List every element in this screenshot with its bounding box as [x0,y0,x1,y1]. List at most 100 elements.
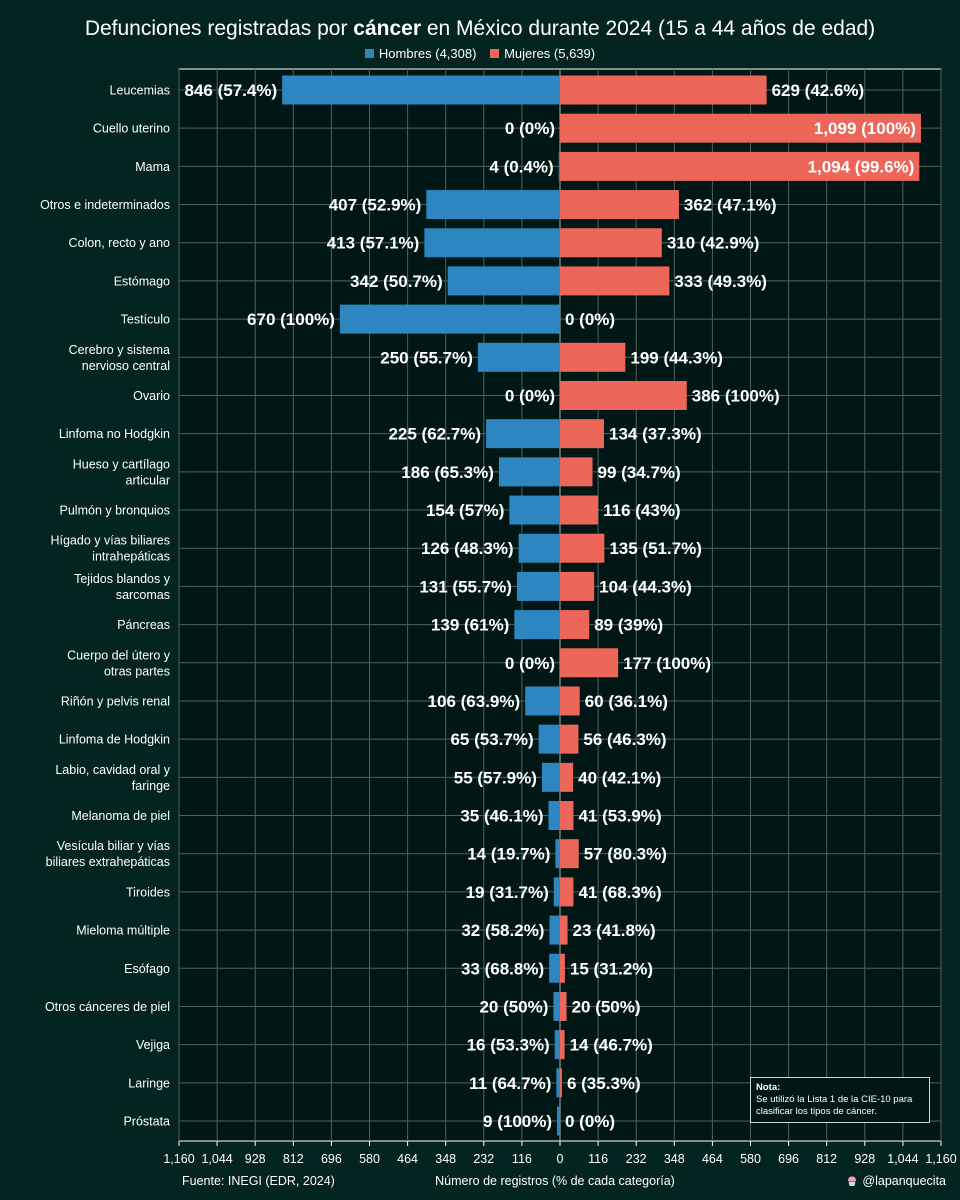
source-text: Fuente: INEGI (EDR, 2024) [182,1174,335,1188]
x-tick-label: 0 [557,1152,564,1166]
data-label-female: 104 (44.3%) [599,577,692,596]
data-label-male: 0 (0%) [505,119,555,138]
category-label-line: intrahepáticas [92,550,170,564]
category-label: Páncreas [117,618,170,632]
data-label-female: 0 (0%) [565,1112,615,1131]
legend-item-male[interactable]: Hombres (4,308) [364,46,476,61]
category-label: Leucemias [110,84,170,98]
category-label-line: nervioso central [82,359,170,373]
category-label-line: Vesícula biliar y vías [57,839,170,853]
bar-male [509,495,560,525]
bar-female [560,380,687,410]
x-tick-label: 464 [702,1152,723,1166]
x-tick-label: 116 [588,1152,608,1166]
data-label-female: 14 (46.7%) [570,1036,653,1055]
bar-male [514,610,560,640]
x-tick-label: 1,044 [887,1152,918,1166]
category-label: Ovario [133,389,170,403]
data-label-male: 126 (48.3%) [421,539,514,558]
category-label: Labio, cavidad oral y faringe [55,763,170,793]
x-tick-label: 928 [245,1152,266,1166]
data-label-male: 186 (65.3%) [401,463,494,482]
bar-female [560,877,574,907]
bar-male [486,419,560,449]
data-label-female: 23 (41.8%) [573,921,656,940]
bar-male [557,1106,560,1136]
legend-swatch-female [490,49,500,58]
bar-male [553,877,560,907]
bar-female [560,75,767,105]
bars: 846 (57.4%) 629 (42.6%) 0 (0%) 1,099 (100%)… [185,75,921,1136]
data-label-male: 32 (58.2%) [461,921,544,940]
author[interactable]: @lapanquecita [846,1174,946,1188]
data-label-female: 629 (42.6%) [772,81,865,100]
title-suffix: en México durante 2024 (15 a 44 años de … [421,17,876,40]
category-label: Linfoma no Hodgkin [59,427,170,441]
x-tick-label: 928 [854,1152,875,1166]
bar-male [424,228,560,258]
data-label-male: 0 (0%) [505,654,555,673]
data-label-female: 57 (80.3%) [584,845,667,864]
x-tick-label: 348 [664,1152,685,1166]
bar-female [560,190,679,220]
bar-male [556,1068,560,1098]
bar-female [560,571,595,601]
bar-male [558,151,560,181]
x-tick-label: 1,044 [201,1152,232,1166]
category-label-line: articular [126,473,170,487]
title-highlight: cáncer [353,17,422,40]
category-label-line: Cuerpo del útero y [67,648,171,662]
category-label: Mieloma múltiple [76,924,170,938]
category-label-line: Labio, cavidad oral y [55,763,170,777]
data-label-male: 65 (53.7%) [450,730,533,749]
bar-female [560,533,605,563]
data-label-male: 4 (0.4%) [489,157,553,176]
bar-male [525,686,560,716]
data-label-male: 407 (52.9%) [329,196,422,215]
data-label-female: 99 (34.7%) [598,463,681,482]
bar-male [554,1030,560,1060]
author-handle: @lapanquecita [862,1174,946,1188]
x-tick-label: 580 [359,1152,380,1166]
data-label-female: 1,094 (99.6%) [808,157,915,176]
category-label-line: Cerebro y sistema [69,343,170,357]
category-label-line: Tejidos blandos y [74,572,171,586]
category-label: Tejidos blandos y sarcomas [74,572,171,602]
category-label: Otros cánceres de piel [45,1000,170,1014]
bar-female [560,610,590,640]
bar-female [560,342,626,372]
category-label: Melanoma de piel [71,809,170,823]
data-label-male: 225 (62.7%) [388,425,481,444]
data-label-male: 250 (55.7%) [380,348,473,367]
bar-female [560,419,605,449]
x-tick-label: 696 [778,1152,799,1166]
data-label-female: 15 (31.2%) [570,959,653,978]
data-label-female: 199 (44.3%) [630,348,723,367]
bar-female [560,151,920,181]
bar-female [560,801,574,831]
bar-female [560,762,574,792]
note-box: Nota: Se utilizó la Lista 1 de la CIE-10… [750,1077,930,1123]
legend-item-female[interactable]: Mujeres (5,639) [490,46,595,61]
cupcake-icon [848,1176,857,1186]
category-label: Esófago [124,962,170,976]
category-label-line: Hueso y cartílago [73,457,170,471]
x-tick-label: 696 [321,1152,342,1166]
note-title: Nota: [756,1082,781,1093]
bar-male [426,190,560,220]
x-tick-label: 348 [435,1152,456,1166]
data-label-male: 19 (31.7%) [466,883,549,902]
data-label-female: 177 (100%) [623,654,711,673]
category-label: Vesícula biliar y vías biliares extrahepá… [46,839,170,869]
bar-female [560,266,670,296]
data-label-male: 413 (57.1%) [327,234,420,253]
legend: Hombres (4,308) Mujeres (5,639) [0,46,960,61]
bar-female [560,495,599,525]
category-label: Riñón y pelvis renal [61,694,170,708]
category-label: Laringe [128,1076,170,1090]
bar-male [555,839,560,869]
data-label-female: 41 (68.3%) [578,883,661,902]
data-label-male: 55 (57.9%) [454,768,537,787]
x-tick-label: 812 [283,1152,304,1166]
bar-female [560,991,567,1021]
